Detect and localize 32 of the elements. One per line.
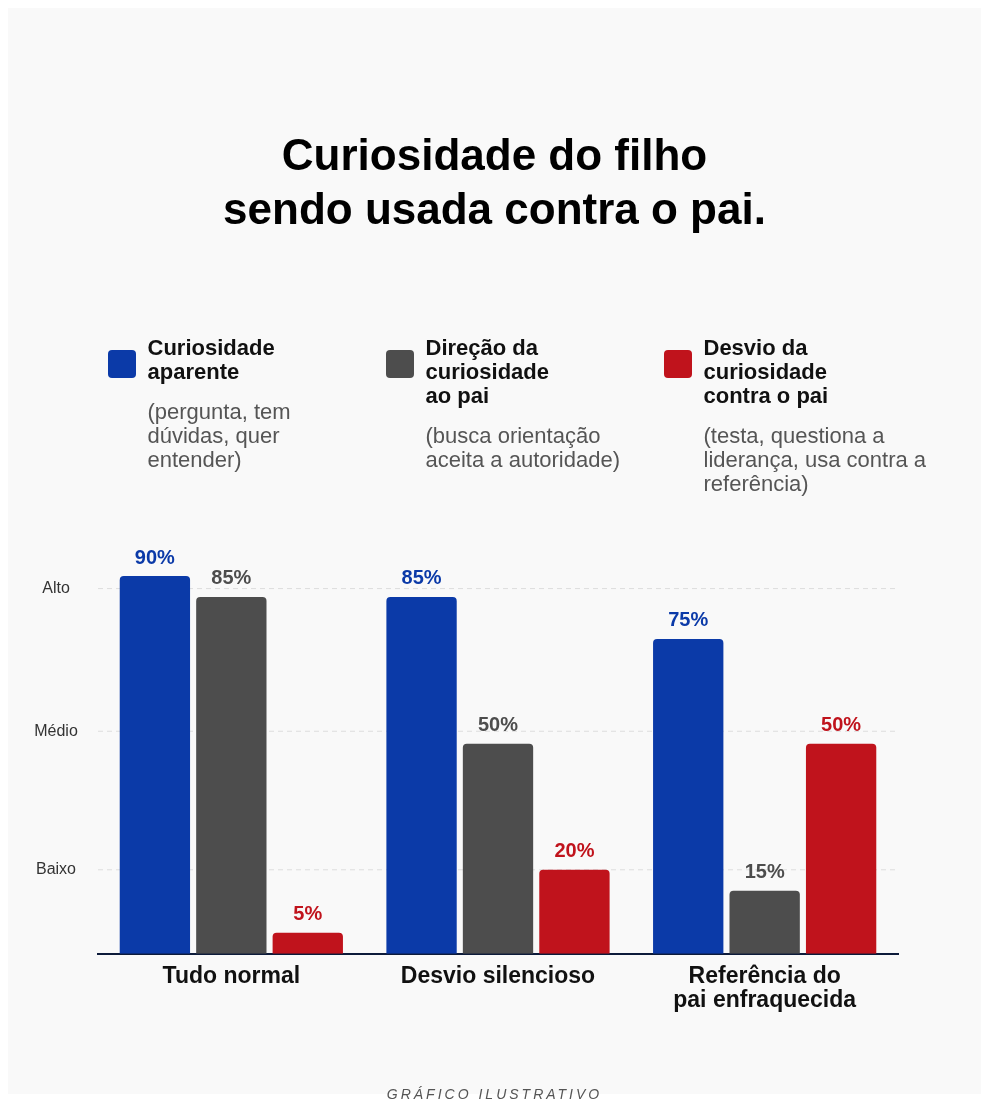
data-label: 15%: [744, 860, 785, 883]
ref-line-label: Médio: [34, 721, 78, 739]
data-label: 50%: [477, 713, 519, 736]
bar: [805, 743, 877, 954]
data-label: 20%: [554, 839, 595, 862]
x-tick-label: Tudo normal: [162, 962, 301, 989]
data-label: 90%: [134, 545, 176, 568]
bar: [386, 596, 457, 954]
ref-line-label: Alto: [42, 579, 70, 596]
bar: [272, 932, 343, 954]
legend-label: Curiosidade aparente: [147, 335, 276, 384]
data-label: 5%: [293, 902, 323, 925]
bar: [729, 890, 800, 954]
ref-line-label: Baixo: [35, 860, 77, 878]
text: (busca orientação aceita a autoridade): [425, 423, 621, 472]
legend-label: Direção da curiosidade ao pai: [425, 335, 550, 408]
bar: [462, 743, 534, 954]
text: GRÁFICO ILUSTRATIVO: [385, 1086, 604, 1102]
x-tick-label: Referência do pai enfraquecida: [673, 962, 857, 1013]
bar: [539, 869, 610, 954]
data-label: 85%: [401, 566, 442, 589]
bar: [196, 596, 267, 954]
legend-label: Desvio da curiosidade contra o pai: [703, 335, 830, 408]
bar: [119, 576, 191, 954]
text: (testa, questiona a liderança, usa contra a referência): [703, 423, 928, 496]
x-tick-label: Desvio silencioso: [400, 962, 596, 989]
data-label: 75%: [668, 608, 709, 631]
data-label: 85%: [211, 566, 252, 589]
data-label: 50%: [821, 713, 862, 736]
bar: [653, 638, 724, 954]
text: (pergunta, tem dúvidas, quer entender): [147, 399, 292, 472]
chart-title: Curiosidade do filho sendo usada contra o pai.: [222, 129, 767, 235]
